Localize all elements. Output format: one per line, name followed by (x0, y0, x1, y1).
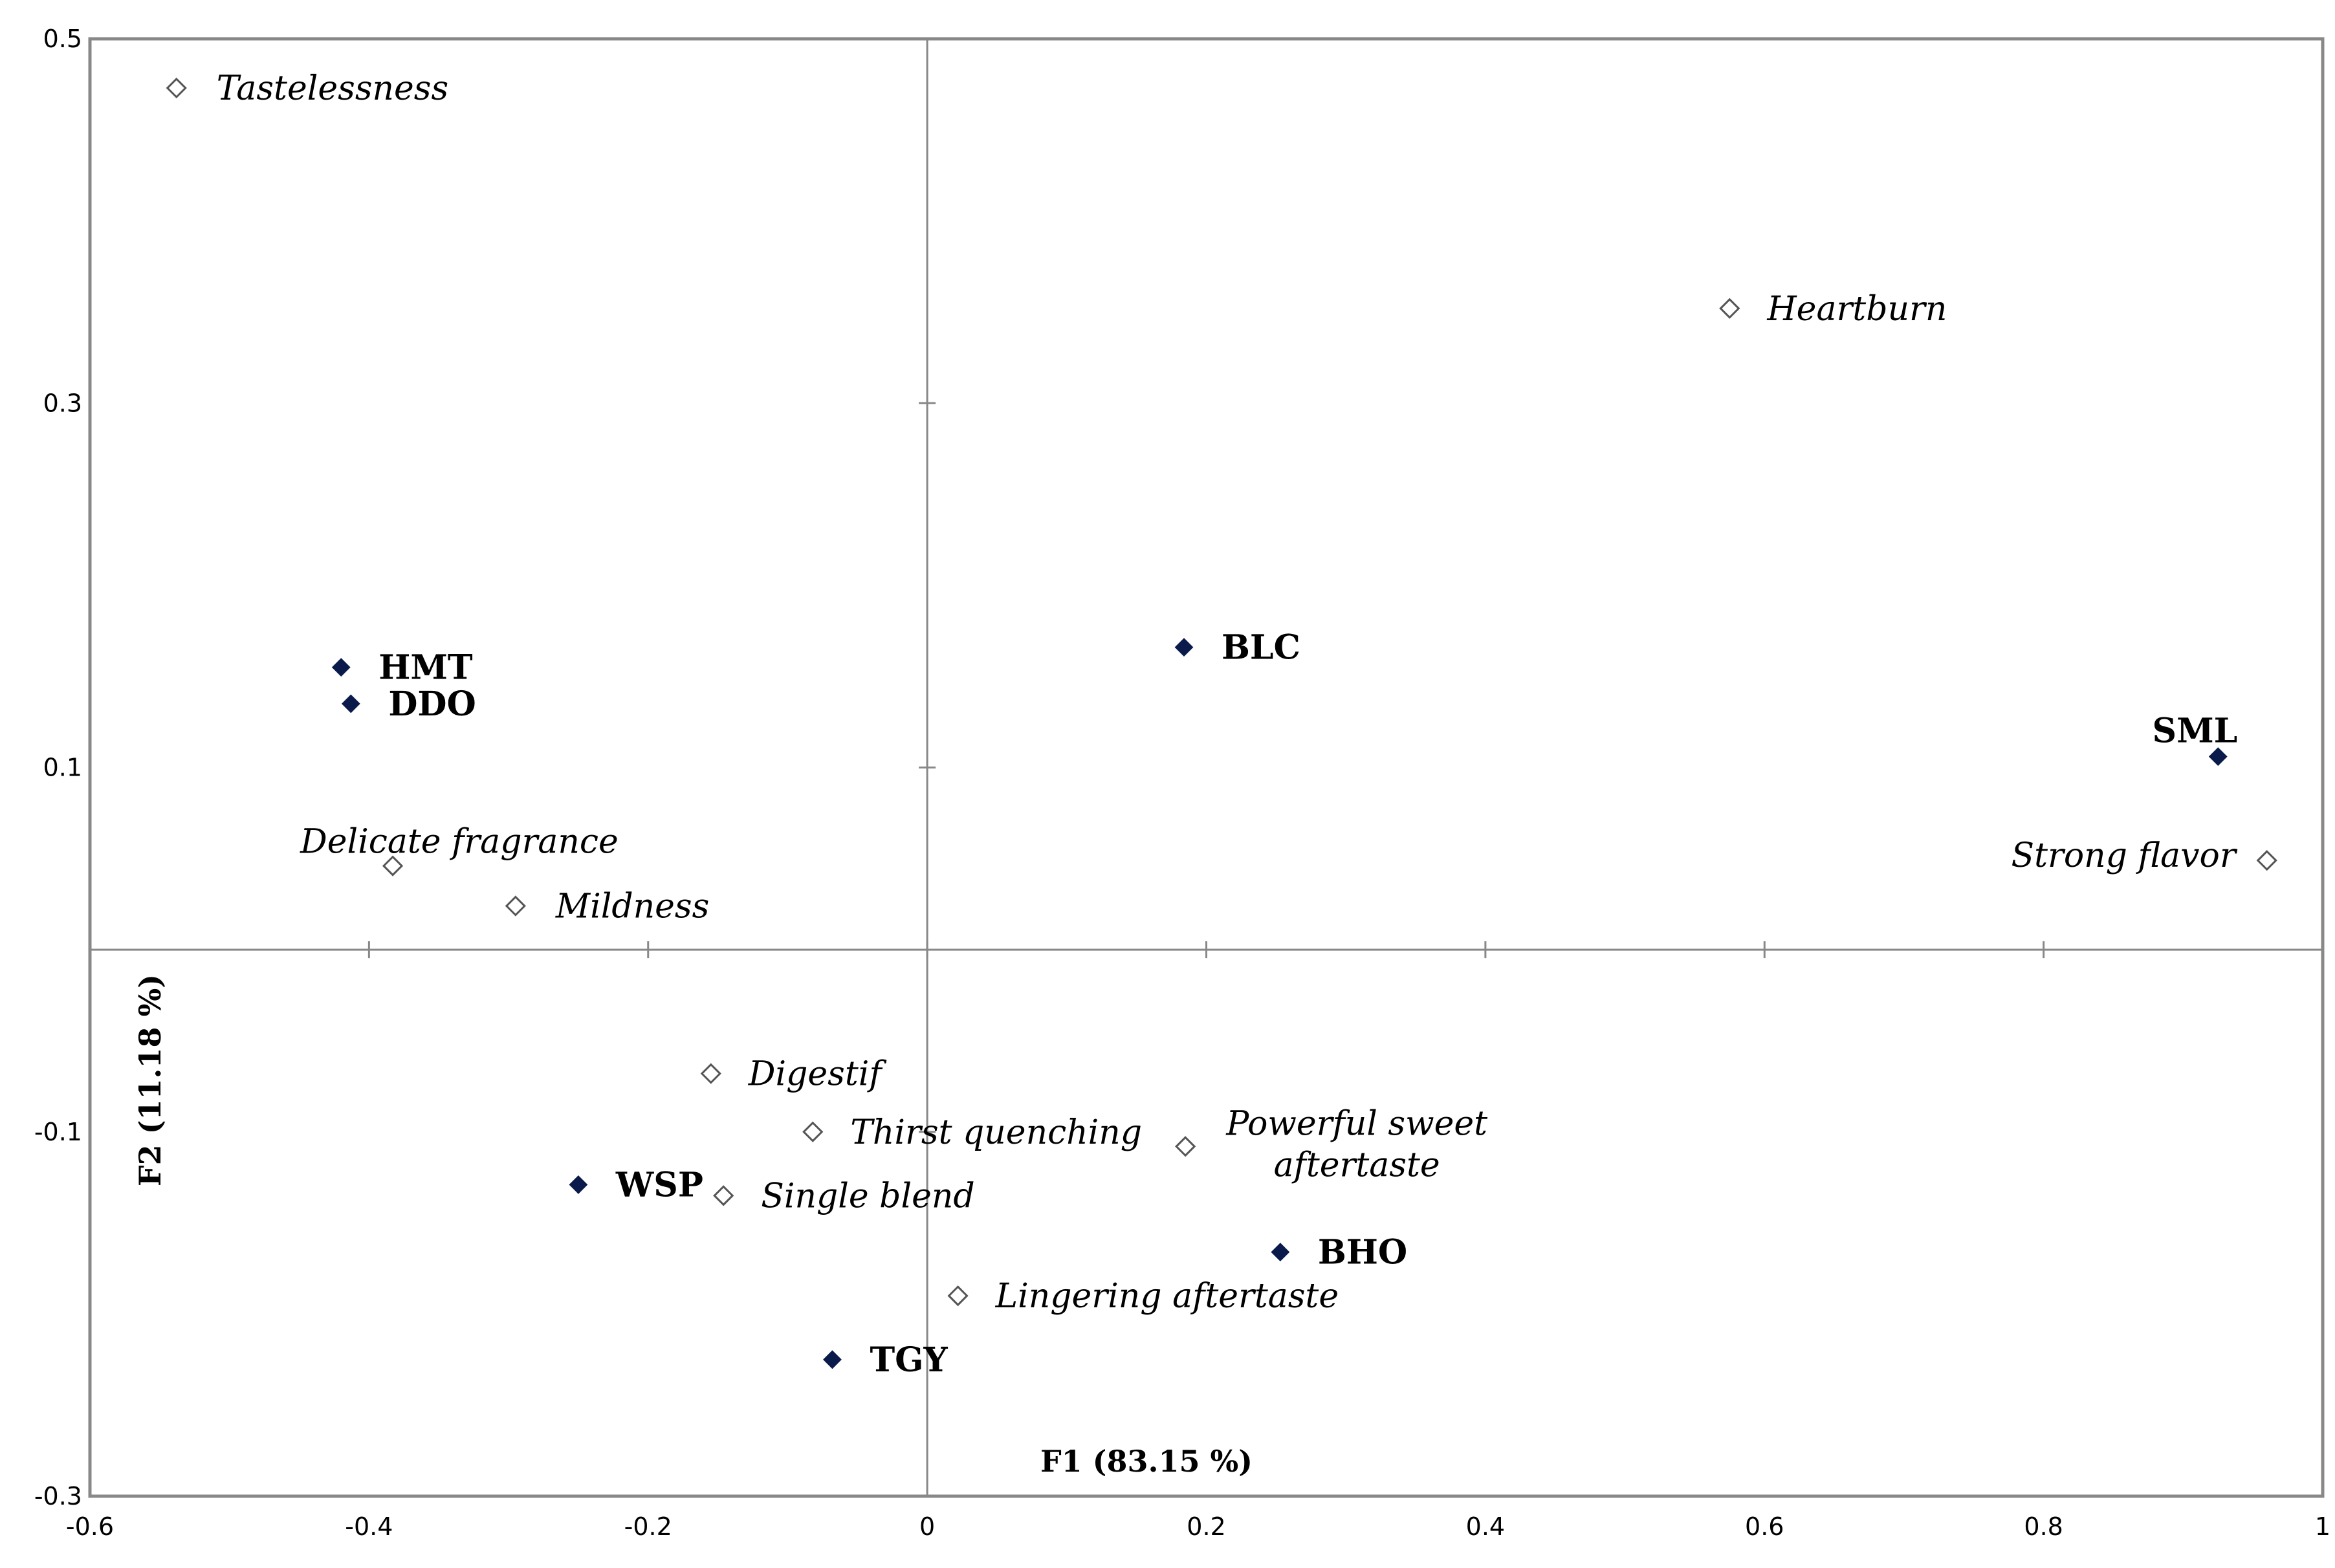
plot-frame (88, 37, 2325, 1498)
attribute-marker (382, 855, 404, 877)
y-axis-title: F2 (11.18 %) (133, 974, 168, 1186)
attribute-label: Delicate fragrance (300, 823, 619, 862)
sample-label: HMT (378, 648, 473, 688)
sample-label: WSP (615, 1165, 703, 1204)
data-points (166, 77, 2277, 1369)
attribute-label: Powerful sweet (1225, 1104, 1487, 1143)
attribute-label: Digestif (748, 1055, 887, 1094)
attribute-marker (700, 1063, 721, 1084)
attribute-marker (505, 895, 526, 917)
sample-label: BHO (1318, 1233, 1407, 1272)
attribute-marker (1719, 298, 1740, 319)
axis-ticks (367, 402, 2045, 1133)
attribute-marker (713, 1185, 734, 1206)
sample-marker (341, 694, 360, 713)
sample-marker (331, 658, 351, 677)
x-axis-title: F1 (83.15 %) (1040, 1444, 1253, 1479)
x-tick-label: -0.2 (624, 1512, 672, 1541)
attribute-label: Thirst quenching (850, 1113, 1142, 1152)
sample-marker (823, 1350, 842, 1369)
y-tick-label: 0.3 (43, 389, 82, 417)
attribute-marker (802, 1121, 824, 1142)
attribute-label-line2: aftertaste (1274, 1146, 1440, 1184)
x-tick-label: 1 (2315, 1512, 2330, 1541)
y-tick-label: 0.1 (43, 754, 82, 782)
sample-marker (2208, 747, 2228, 767)
x-tick-label: 0.8 (2024, 1512, 2063, 1541)
attribute-marker (2256, 850, 2277, 871)
sample-label: TGY (870, 1340, 948, 1380)
attribute-marker (166, 77, 187, 99)
sample-marker (569, 1175, 588, 1194)
attribute-marker (1175, 1136, 1196, 1157)
attribute-label: Strong flavor (2012, 836, 2238, 875)
y-tick-label: -0.3 (34, 1482, 82, 1510)
sample-label: BLC (1222, 628, 1300, 668)
x-tick-label: 0.6 (1745, 1512, 1784, 1541)
attribute-label: Heartburn (1766, 290, 1947, 329)
sample-marker (1174, 638, 1194, 657)
x-tick-label: 0.4 (1466, 1512, 1505, 1541)
attribute-label: Tastelessness (217, 69, 448, 108)
attribute-label: Mildness (555, 887, 709, 926)
tick-labels: -0.6 -0.4 -0.2 0 0.2 0.4 0.6 0.8 1 -0.3 -0.1 0.1 0.3… (34, 25, 2330, 1541)
attribute-marker (947, 1285, 969, 1307)
x-tick-label: 0.2 (1187, 1512, 1225, 1541)
sample-label: SML (2153, 712, 2238, 751)
sample-marker (1271, 1243, 1290, 1262)
sample-label: DDO (388, 684, 476, 724)
y-tick-label: 0.5 (43, 25, 82, 53)
attribute-label: Single blend (761, 1177, 974, 1215)
y-tick-label: -0.1 (34, 1118, 82, 1146)
x-tick-label: -0.6 (66, 1512, 114, 1541)
attribute-label: Lingering aftertaste (995, 1277, 1339, 1316)
x-tick-label: 0 (919, 1512, 935, 1541)
x-tick-label: -0.4 (345, 1512, 393, 1541)
